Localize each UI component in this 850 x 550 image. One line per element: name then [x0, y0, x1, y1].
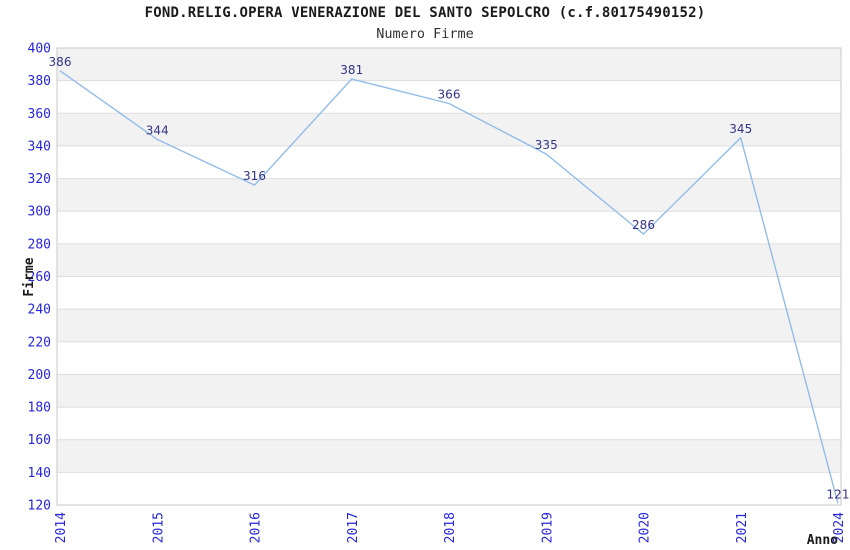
x-tick-label: 2017 [346, 512, 361, 543]
chart-title: FOND.RELIG.OPERA VENERAZIONE DEL SANTO S… [144, 5, 706, 21]
x-tick-label: 2019 [540, 512, 555, 543]
y-tick-label: 400 [28, 42, 51, 57]
x-tick-label: 2020 [638, 512, 653, 543]
x-tick-label: 2018 [443, 512, 458, 543]
series-line [59, 70, 839, 504]
y-tick-label: 160 [28, 433, 51, 448]
data-point-label: 121 [827, 487, 850, 501]
data-point-label: 345 [729, 122, 752, 136]
y-tick-label: 140 [28, 466, 51, 481]
data-point-label: 335 [535, 138, 558, 152]
y-tick-label: 200 [28, 368, 51, 383]
data-point-label: 366 [438, 87, 461, 101]
plot-band [57, 178, 841, 212]
plot-band [57, 439, 841, 473]
y-tick-label: 120 [28, 499, 51, 514]
data-point-label: 344 [146, 123, 169, 137]
data-point-label: 381 [340, 63, 363, 77]
y-tick-label: 320 [28, 172, 51, 187]
x-tick-label: 2015 [151, 512, 166, 543]
x-tick-label: 2024 [832, 512, 847, 543]
y-tick-label: 260 [28, 270, 51, 285]
plot-frame [56, 47, 842, 506]
plot-band [57, 113, 841, 146]
x-tick-label: 2016 [249, 512, 264, 543]
x-axis-title: Anno [807, 533, 838, 548]
y-axis-title: Firme [22, 257, 37, 296]
y-tick-label: 280 [28, 237, 51, 252]
y-tick-label: 340 [28, 139, 51, 154]
plot-band [57, 243, 841, 277]
plot-band [57, 374, 841, 408]
x-tick-label: 2014 [54, 512, 69, 543]
y-tick-label: 360 [28, 107, 51, 122]
y-tick-label: 240 [28, 303, 51, 318]
plot-band [57, 309, 841, 342]
data-point-label: 286 [632, 218, 655, 232]
x-tick-label: 2021 [735, 512, 750, 543]
y-tick-label: 300 [28, 205, 51, 220]
data-point-label: 316 [243, 169, 266, 183]
chart-subtitle: Numero Firme [376, 26, 474, 42]
plot-band [57, 48, 841, 81]
data-point-label: 386 [49, 55, 72, 69]
y-tick-label: 220 [28, 335, 51, 350]
y-tick-label: 380 [28, 74, 51, 89]
y-tick-label: 180 [28, 401, 51, 416]
